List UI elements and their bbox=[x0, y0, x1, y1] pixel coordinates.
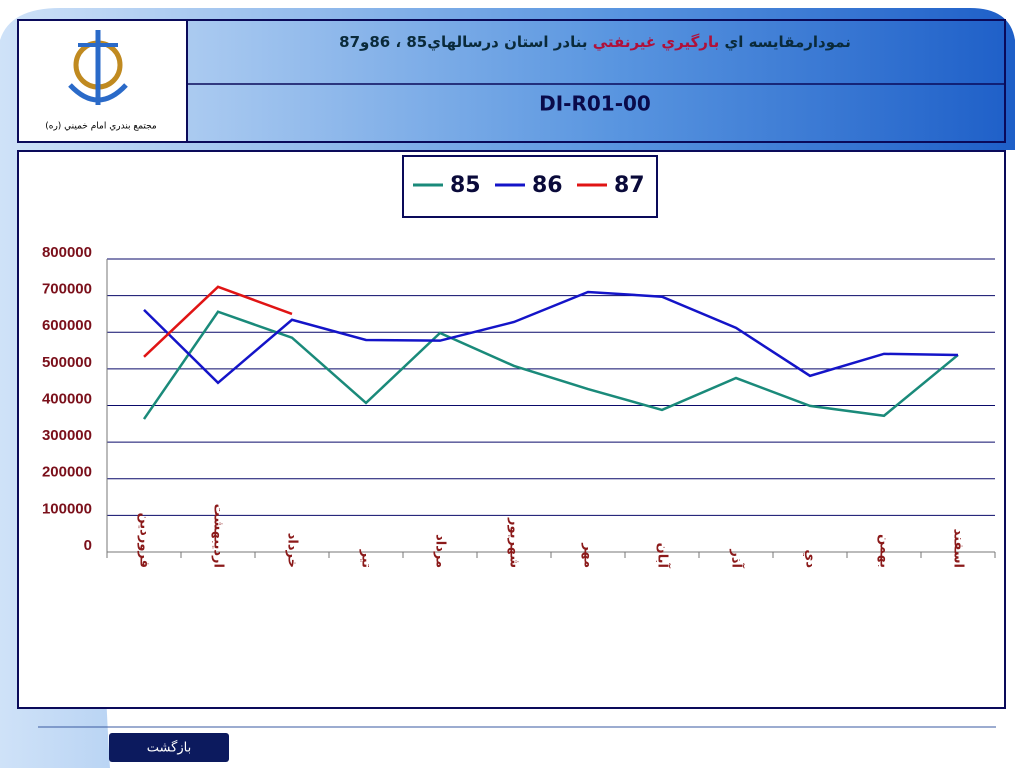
y-tick-label: 700000 bbox=[42, 281, 92, 298]
x-tick-label: آذر bbox=[729, 548, 746, 568]
legend-label: 86 bbox=[532, 173, 563, 198]
legend-label: 85 bbox=[450, 173, 481, 198]
header-code: DI-R01-00 bbox=[539, 92, 651, 116]
x-tick-label: آبان bbox=[655, 543, 672, 569]
x-tick-label: مرداد bbox=[433, 534, 448, 568]
back-button-label[interactable]: بازگشت bbox=[147, 740, 191, 756]
series-line bbox=[142, 310, 959, 420]
x-tick-label: دي bbox=[803, 549, 818, 568]
x-tick-label: فروردين bbox=[137, 513, 152, 568]
logo-box bbox=[17, 19, 188, 143]
y-tick-label: 600000 bbox=[42, 317, 92, 334]
x-tick-label: تير bbox=[359, 549, 374, 568]
plot: 0 100000 200000 300000 400000 500000 600000 700… bbox=[42, 173, 996, 569]
y-tick-label: 500000 bbox=[42, 354, 92, 371]
y-tick-label: 400000 bbox=[42, 390, 92, 407]
header-title: نمودارمقايسه اي بارگيري غيرنفتي بنادر اس… bbox=[339, 33, 851, 52]
title-part: نمودارمقايسه اي bbox=[724, 33, 850, 52]
y-tick-label: 0 bbox=[84, 537, 92, 554]
series-line bbox=[143, 285, 293, 358]
x-tick-label: بهمن bbox=[877, 534, 892, 568]
x-tick-label: شهريور bbox=[507, 517, 522, 568]
y-tick-label: 200000 bbox=[42, 464, 92, 481]
legend-box bbox=[402, 155, 658, 218]
logo bbox=[68, 30, 128, 105]
title-part: بنادر استان درسالهاي85 ، 86و87 bbox=[339, 33, 587, 52]
y-tick-label: 800000 bbox=[42, 244, 92, 261]
legend-label: 87 bbox=[614, 173, 645, 198]
x-tick-label: اسفند bbox=[951, 529, 966, 568]
back-button[interactable] bbox=[109, 733, 229, 762]
x-tick-label: مهر bbox=[581, 542, 596, 568]
series-line bbox=[143, 290, 959, 385]
y-tick-label: 300000 bbox=[42, 427, 92, 444]
chart-box bbox=[17, 150, 1006, 709]
x-tick-label: ارديبهشت bbox=[211, 504, 226, 568]
title-part: بارگيري غيرنفتي bbox=[593, 33, 719, 52]
y-tick-label: 100000 bbox=[42, 500, 92, 517]
logo-caption: مجتمع بندري امام خميني (ره) bbox=[45, 122, 157, 132]
x-tick-label: خرداد bbox=[285, 533, 300, 568]
